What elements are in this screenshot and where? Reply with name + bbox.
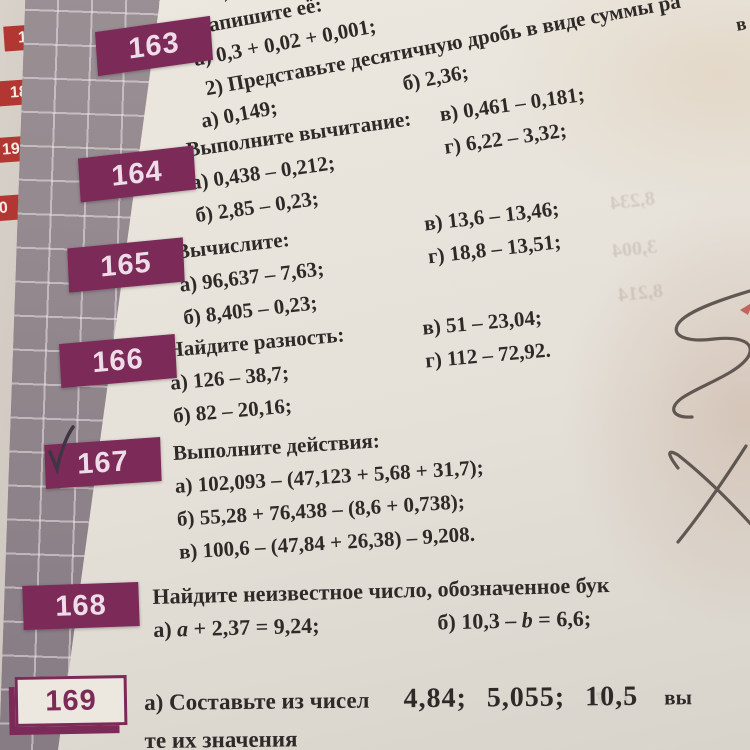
badge-number: 164 [110,154,164,193]
task-badge-169: 169 [14,675,128,727]
task-169: а) Составьте из чисел 4,84; 5,055; 10,5 … [144,679,692,750]
task-item-b: б) 10,3 – b = 6,6; [437,602,592,639]
task-line: а) Составьте из чисел 4,84; 5,055; 10,5 … [144,679,692,720]
equation-rest: = 6,6; [532,605,592,633]
show-through-text: 3,004 [610,235,658,263]
task-numbers: 4,84; 5,055; 10,5 [403,680,639,715]
equation-prefix: а) [152,616,178,642]
task-line: те их значения [144,726,298,750]
badge-number: 169 [45,684,97,717]
badge-number: 168 [54,588,108,623]
badge-number: 166 [91,342,145,379]
task-item-a: а) a + 2,37 = 9,24; [153,609,320,646]
equation-prefix: б) 10,3 – [437,607,523,635]
page-tab-label: 20 [0,198,9,218]
equation-variable: b [521,607,534,633]
task-badge-167: 167 [44,436,162,490]
task-167: Выполните действия: а) 102,093 – (47,123… [172,418,489,569]
badge-number: 163 [127,25,181,66]
task-badge-168: 168 [22,581,140,631]
task-label: а) Составьте из чисел [144,687,370,715]
cutoff-text-fragment: вы [664,685,693,710]
page-tab-label: 19 [1,139,21,159]
badge-number: 165 [99,246,153,283]
equation-variable: a [176,616,189,642]
equation-rest: + 2,37 = 9,24; [187,612,320,642]
task-168: Найдите неизвестное число, обозначенное … [152,568,611,646]
show-through-text: 8,214 [616,279,664,307]
badge-number: 167 [76,444,130,481]
